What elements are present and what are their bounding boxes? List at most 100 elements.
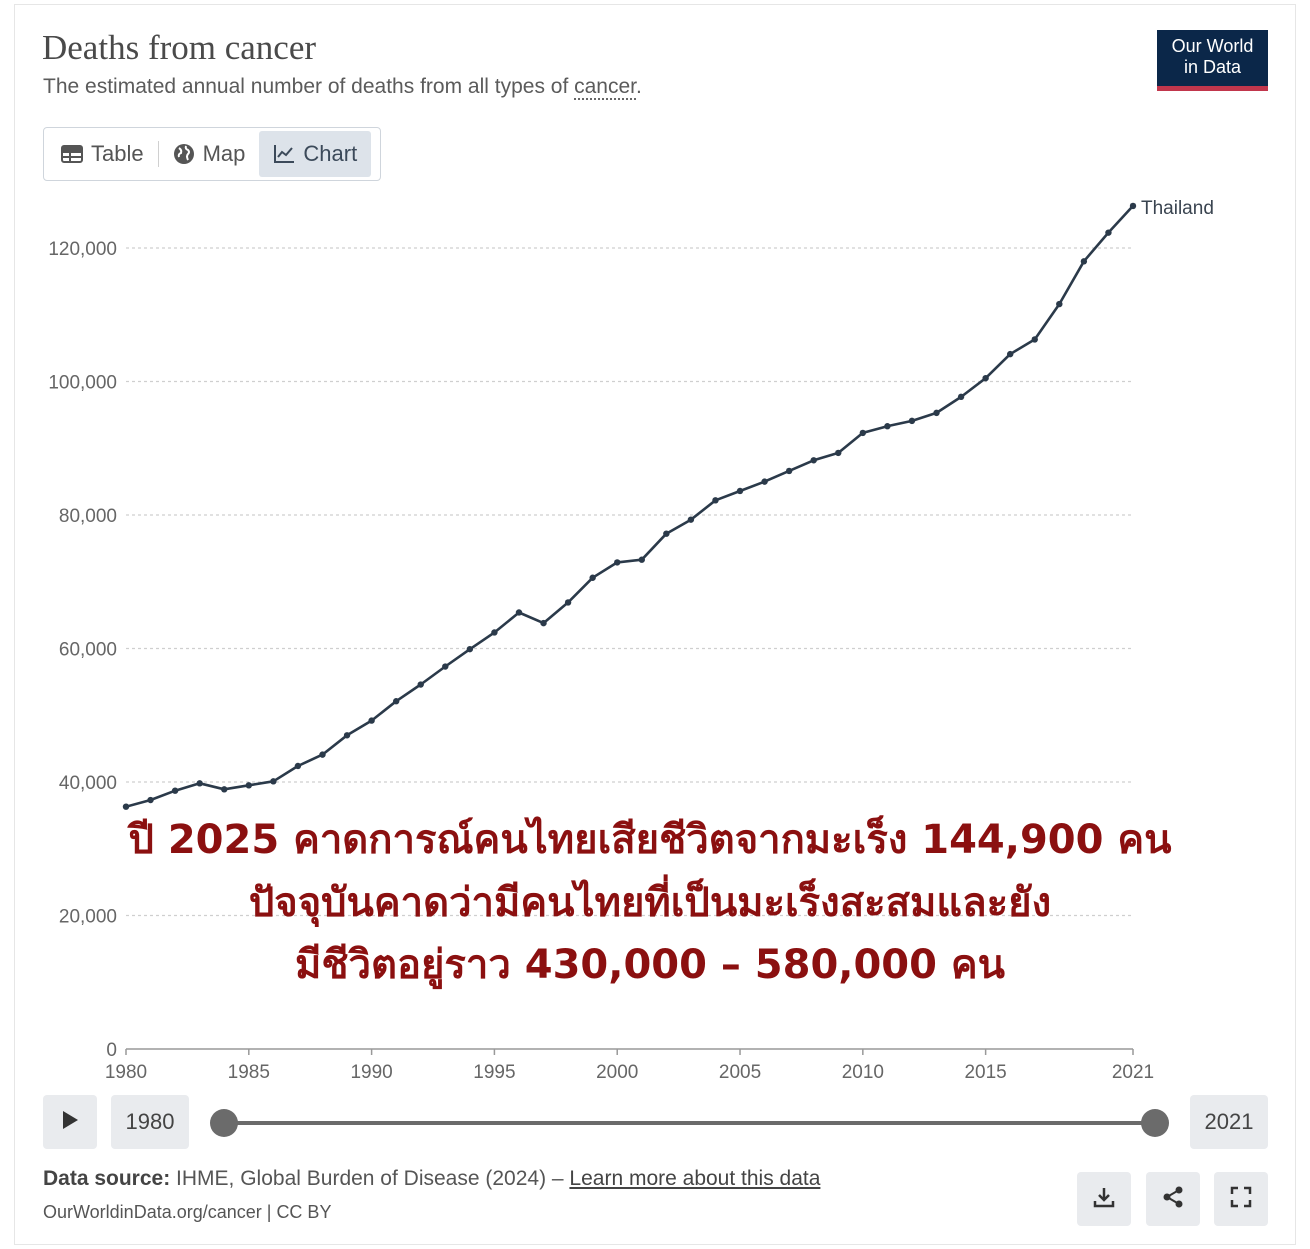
data-point: [712, 497, 719, 504]
data-point: [736, 487, 744, 495]
annotation-line-1: ปี 2025 คาดการณ์คนไทยเสียชีวิตจากมะเร็ง …: [128, 817, 1172, 863]
x-tick-label: 2010: [842, 1062, 884, 1083]
download-button[interactable]: [1077, 1172, 1131, 1226]
download-icon: [1093, 1186, 1115, 1213]
data-point: [687, 516, 695, 523]
y-tick-label: 100,000: [48, 373, 117, 394]
data-point: [147, 796, 154, 804]
data-point: [515, 609, 523, 616]
play-icon: [61, 1110, 79, 1135]
play-button[interactable]: [43, 1095, 97, 1149]
tab-divider: [157, 141, 159, 167]
share-icon: [1162, 1186, 1184, 1213]
tab-map[interactable]: Map: [159, 131, 260, 177]
globe-icon: [173, 143, 195, 165]
data-point: [319, 751, 326, 758]
chart-title: Deaths from cancer: [42, 28, 317, 67]
data-point: [245, 782, 253, 789]
data-source: Data source: IHME, Global Burden of Dise…: [43, 1167, 820, 1191]
x-tick-label: 2005: [719, 1062, 761, 1083]
data-point: [196, 780, 203, 787]
data-point: [1080, 258, 1088, 265]
data-point: [417, 681, 424, 688]
timeline-end-year[interactable]: 2021: [1190, 1095, 1268, 1149]
table-icon: [61, 145, 83, 163]
x-tick-label: 2021: [1112, 1062, 1154, 1083]
data-point: [294, 762, 302, 770]
x-tick-label: 1980: [105, 1062, 147, 1083]
source-url[interactable]: OurWorldinData.org/cancer | CC BY: [43, 1202, 332, 1222]
data-point: [1129, 202, 1137, 210]
data-point: [1105, 229, 1112, 236]
data-point: [884, 423, 891, 430]
tab-chart[interactable]: Chart: [259, 131, 372, 177]
chart-frame: [14, 4, 1296, 1245]
fullscreen-button[interactable]: [1214, 1172, 1268, 1226]
y-tick-label: 0: [106, 1040, 117, 1061]
data-point: [392, 698, 400, 705]
data-point: [122, 803, 130, 810]
data-point: [564, 599, 572, 606]
data-point: [368, 717, 375, 724]
data-point: [442, 663, 449, 670]
subtitle-suffix: .: [636, 75, 642, 98]
logo-line-1: Our World: [1171, 36, 1254, 56]
x-tick-label: 1990: [350, 1062, 392, 1083]
series-label-thailand: Thailand: [1141, 198, 1214, 219]
owid-logo[interactable]: Our World in Data: [1157, 30, 1268, 91]
data-point: [270, 778, 277, 785]
x-tick-label: 1995: [473, 1062, 515, 1083]
y-tick-label: 20,000: [59, 907, 117, 928]
learn-more-link[interactable]: Learn more about this data: [569, 1167, 821, 1190]
data-point: [810, 457, 817, 464]
y-tick-label: 120,000: [48, 239, 117, 260]
annotation-line-3: มีชีวิตอยู่ราว 430,000 – 580,000 คน: [295, 942, 1005, 988]
data-point: [491, 629, 498, 636]
data-point: [1031, 336, 1038, 343]
timeline-end-handle[interactable]: [1141, 1109, 1169, 1137]
line-chart-icon: [273, 144, 295, 164]
data-point: [343, 732, 351, 739]
source-text: IHME, Global Burden of Disease (2024) –: [170, 1167, 570, 1190]
tab-table[interactable]: Table: [47, 131, 158, 177]
share-button[interactable]: [1146, 1172, 1200, 1226]
data-point: [663, 530, 670, 537]
subtitle-text: The estimated annual number of deaths fr…: [43, 75, 575, 98]
logo-line-2: in Data: [1183, 57, 1242, 77]
x-tick-label: 2015: [964, 1062, 1006, 1083]
data-point: [908, 417, 916, 425]
x-tick-label: 2000: [596, 1062, 638, 1083]
source-label: Data source:: [43, 1167, 171, 1190]
x-tick-label: 1985: [228, 1062, 270, 1083]
subtitle-term-link[interactable]: cancer: [574, 75, 636, 100]
data-point: [982, 374, 989, 382]
data-point: [171, 787, 179, 794]
data-point: [859, 429, 867, 437]
data-point: [835, 449, 842, 457]
data-point: [785, 467, 793, 475]
tab-table-label: Table: [91, 141, 144, 166]
data-point: [1006, 350, 1014, 358]
data-point: [540, 619, 547, 627]
timeline-track[interactable]: [224, 1121, 1155, 1125]
data-point: [466, 645, 474, 653]
data-point: [589, 574, 596, 581]
view-tabs: Table Map Chart: [43, 127, 381, 181]
timeline-start-year[interactable]: 1980: [111, 1095, 189, 1149]
y-tick-label: 60,000: [59, 640, 117, 661]
data-point: [1056, 300, 1063, 308]
data-point: [957, 393, 965, 401]
timeline-start-handle[interactable]: [210, 1109, 238, 1137]
series-line-thailand: [125, 205, 1134, 808]
data-point: [638, 556, 645, 563]
annotation-line-2: ปัจจุบันคาดว่ามีคนไทยที่เป็นมะเร็งสะสมแล…: [248, 880, 1052, 926]
fullscreen-icon: [1230, 1186, 1252, 1213]
data-point: [933, 409, 940, 417]
data-point: [221, 786, 228, 793]
data-point: [614, 559, 621, 566]
chart-subtitle: The estimated annual number of deaths fr…: [43, 75, 642, 100]
y-tick-label: 40,000: [59, 773, 117, 794]
tab-map-label: Map: [202, 141, 246, 166]
tab-chart-label: Chart: [303, 141, 358, 166]
